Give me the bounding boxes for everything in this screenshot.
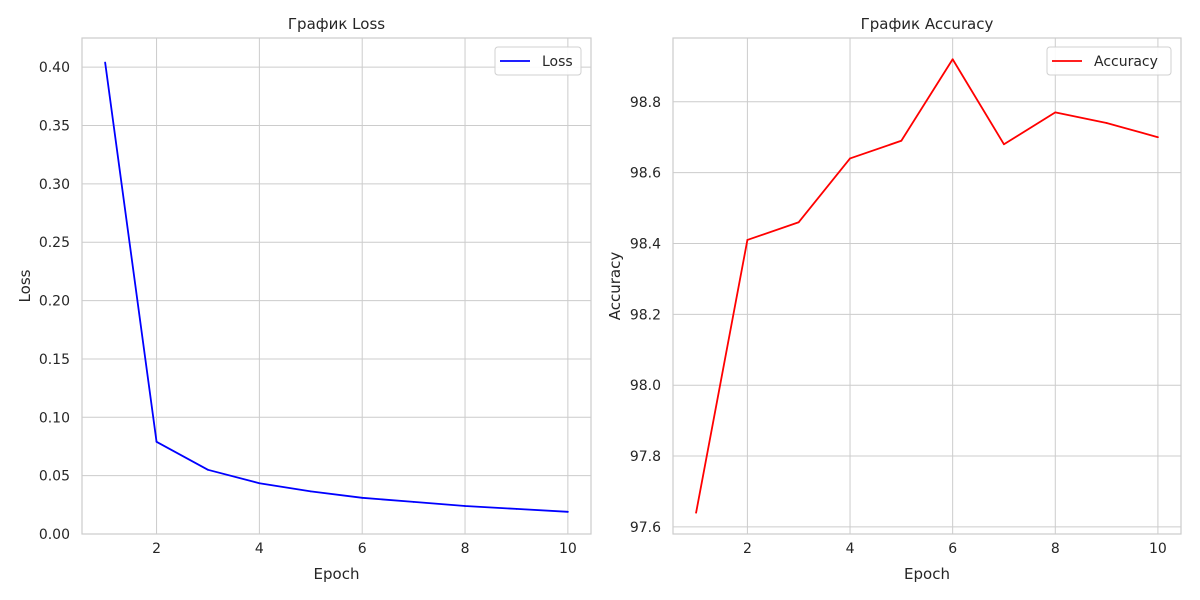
data-point (1105, 122, 1108, 124)
legend: Loss (494, 46, 582, 76)
data-point (155, 440, 158, 443)
data-point (258, 482, 261, 485)
y-tick-label: 98.6 (630, 166, 661, 182)
y-tick-label: 98.8 (630, 95, 661, 111)
accuracy-chart: 2 4 6 8 10 97.6 97.8 98.0 98.2 98.4 98.6 98.8 Epoch A… (606, 15, 1182, 583)
y-tick-label: 98.0 (630, 378, 661, 394)
data-point (412, 501, 415, 503)
data-point (1003, 143, 1005, 146)
data-point (515, 508, 518, 510)
y-axis-label: Loss (16, 269, 34, 302)
loss-chart: 2 4 6 8 10 0.00 0.05 0.10 0.15 0.20 0.25 0.30 0.35 0.… (16, 15, 592, 583)
x-tick-label: 6 (948, 541, 957, 557)
legend-label: Loss (542, 54, 573, 70)
y-tick-label: 0.25 (39, 235, 70, 251)
data-point (746, 239, 749, 241)
legend-box (494, 46, 582, 76)
y-tick-label: 0.00 (39, 527, 70, 543)
data-point (1054, 111, 1057, 114)
axes-frame (81, 37, 592, 535)
x-tick-label: 8 (461, 541, 470, 557)
data-point (1157, 136, 1159, 139)
data-point (900, 139, 903, 142)
y-tick-label: 97.8 (630, 449, 661, 465)
x-axis-label: Epoch (904, 565, 950, 583)
data-point (797, 221, 800, 224)
y-tick-label: 98.2 (630, 307, 661, 323)
x-tick-label: 4 (255, 541, 264, 557)
x-tick-label: 2 (743, 541, 752, 557)
data-point (207, 468, 209, 471)
axes-frame (672, 37, 1182, 535)
y-tick-label: 0.05 (39, 469, 70, 485)
y-tick-label: 97.6 (630, 520, 661, 536)
series-line (104, 62, 568, 513)
y-axis-label: Accuracy (606, 252, 624, 321)
y-tick-label: 0.40 (39, 60, 70, 76)
x-tick-label: 10 (1149, 541, 1167, 557)
x-tick-label: 6 (358, 541, 367, 557)
data-point (951, 58, 954, 61)
y-tick-label: 0.15 (39, 352, 70, 368)
series-line (695, 58, 1159, 513)
data-point (695, 511, 697, 514)
x-tick-label: 8 (1051, 541, 1060, 557)
x-axis-label: Epoch (314, 565, 360, 583)
y-tick-label: 0.20 (39, 294, 70, 310)
legend-label: Accuracy (1094, 54, 1158, 70)
data-point (464, 505, 466, 507)
y-tick-label: 0.10 (39, 410, 70, 426)
x-tick-label: 2 (152, 541, 161, 557)
data-point (849, 157, 851, 160)
data-point (104, 61, 107, 64)
chart-title: График Loss (288, 15, 385, 33)
x-tick-label: 4 (846, 541, 855, 557)
data-point (309, 490, 312, 493)
y-tick-label: 0.35 (39, 119, 70, 135)
legend: Accuracy (1046, 46, 1172, 76)
data-point (566, 510, 569, 513)
chart-title: График Accuracy (861, 15, 994, 33)
x-tick-label: 10 (559, 541, 577, 557)
data-point (361, 496, 364, 499)
legend-box (1046, 46, 1172, 76)
y-tick-label: 98.4 (630, 236, 661, 252)
y-tick-label: 0.30 (39, 177, 70, 193)
